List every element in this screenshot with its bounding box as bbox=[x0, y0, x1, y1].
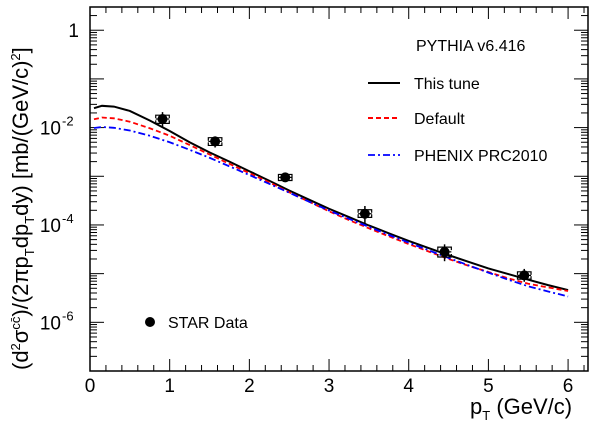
x-tick-label: 2 bbox=[244, 376, 255, 397]
legend-marker-star bbox=[145, 317, 155, 327]
star-data-point bbox=[516, 268, 532, 282]
data-marker bbox=[157, 114, 168, 125]
y-tick-label-base: 10 bbox=[40, 313, 61, 334]
star-data-point bbox=[207, 136, 223, 148]
series-curves bbox=[93, 104, 569, 298]
y-tick-label-base: 10 bbox=[40, 216, 61, 237]
x-axis-title-main: p bbox=[470, 394, 482, 419]
x-tick-labels: 0 1 2 3 4 5 6 bbox=[85, 376, 574, 397]
y-tick-label-exponent: -6 bbox=[62, 308, 74, 323]
legend: This tune Default PHENIX PRC2010 STAR Da… bbox=[145, 76, 547, 332]
legend-label-this-tune: This tune bbox=[414, 76, 480, 93]
x-tick-label: 6 bbox=[563, 376, 574, 397]
x-tick-label: 1 bbox=[164, 376, 175, 397]
y-tick-label-base: 1 bbox=[68, 21, 79, 42]
x-axis-title-unit: (GeV/c) bbox=[496, 394, 572, 419]
y-tick-label: 10 bbox=[40, 313, 61, 334]
data-marker bbox=[519, 270, 530, 281]
y-tick-label: 1 bbox=[68, 21, 79, 42]
star-data-point bbox=[357, 206, 373, 224]
star-data-point bbox=[277, 172, 293, 183]
star-data-point bbox=[155, 112, 170, 129]
data-marker bbox=[359, 208, 370, 219]
star-data-point bbox=[437, 244, 452, 262]
data-marker bbox=[280, 172, 291, 183]
data-marker bbox=[210, 136, 221, 147]
legend-label-default: Default bbox=[414, 111, 465, 128]
y-tick-label-exponent: -4 bbox=[62, 211, 74, 226]
y-axis-title: (d2σcc̄)/(2πpTdpTdy) [mb/(GeV/c)2] bbox=[8, 47, 37, 370]
series-line-default bbox=[93, 116, 569, 292]
plot-frame bbox=[89, 6, 589, 372]
x-tick-label: 3 bbox=[324, 376, 335, 397]
y-tick-label-exponent: -2 bbox=[62, 114, 74, 129]
y-tick-label-base: 10 bbox=[40, 119, 61, 140]
generator-annotation: PYTHIA v6.416 bbox=[416, 38, 525, 55]
y-tick-label: 10 bbox=[40, 216, 61, 237]
legend-label-star: STAR Data bbox=[168, 315, 248, 332]
series-line-phenix-prc2010 bbox=[93, 126, 569, 298]
x-tick-label: 0 bbox=[85, 376, 96, 397]
axis-ticks bbox=[89, 6, 588, 372]
legend-label-phenix: PHENIX PRC2010 bbox=[414, 148, 547, 165]
x-axis-title: pT (GeV/c) bbox=[470, 394, 572, 423]
x-tick-label: 4 bbox=[403, 376, 414, 397]
y-tick-label: 10 bbox=[40, 119, 61, 140]
data-points bbox=[155, 112, 532, 282]
series-line-this-tune bbox=[93, 104, 569, 292]
y-tick-labels: 110-210-410-6 bbox=[40, 21, 79, 334]
x-tick-label: 5 bbox=[483, 376, 494, 397]
x-axis-title-sub: T bbox=[482, 408, 490, 423]
data-marker bbox=[439, 246, 450, 257]
